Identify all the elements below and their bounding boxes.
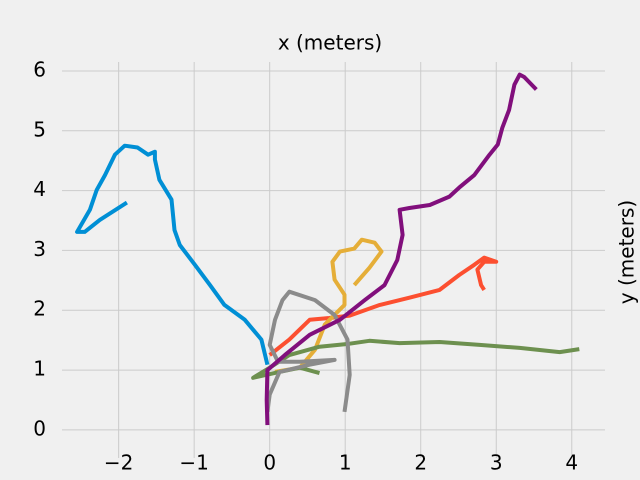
trajectory-line — [75, 143, 270, 366]
y-axis-label: y (meters) — [615, 200, 639, 304]
y-tick-label: 2 — [33, 297, 46, 321]
y-tick-label: 1 — [33, 357, 46, 381]
x-tick-label: 4 — [565, 451, 578, 475]
y-tick-label: 3 — [33, 237, 46, 261]
x-tick-label: −1 — [179, 451, 208, 475]
x-tick-label: 2 — [414, 451, 427, 475]
x-tick-label: 3 — [490, 451, 503, 475]
x-tick-label: 1 — [339, 451, 352, 475]
x-axis-label: x (meters) — [278, 31, 382, 55]
x-tick-label: −2 — [104, 451, 133, 475]
trajectory-line — [264, 72, 538, 426]
y-tick-label: 0 — [33, 416, 46, 440]
trajectory-line — [268, 255, 499, 357]
trajectory-line — [274, 237, 384, 374]
trajectory-line — [265, 289, 352, 413]
x-tick-label: 0 — [263, 451, 276, 475]
y-tick-label: 5 — [33, 117, 46, 141]
y-tick-label: 6 — [33, 57, 46, 81]
y-tick-label: 4 — [33, 177, 46, 201]
